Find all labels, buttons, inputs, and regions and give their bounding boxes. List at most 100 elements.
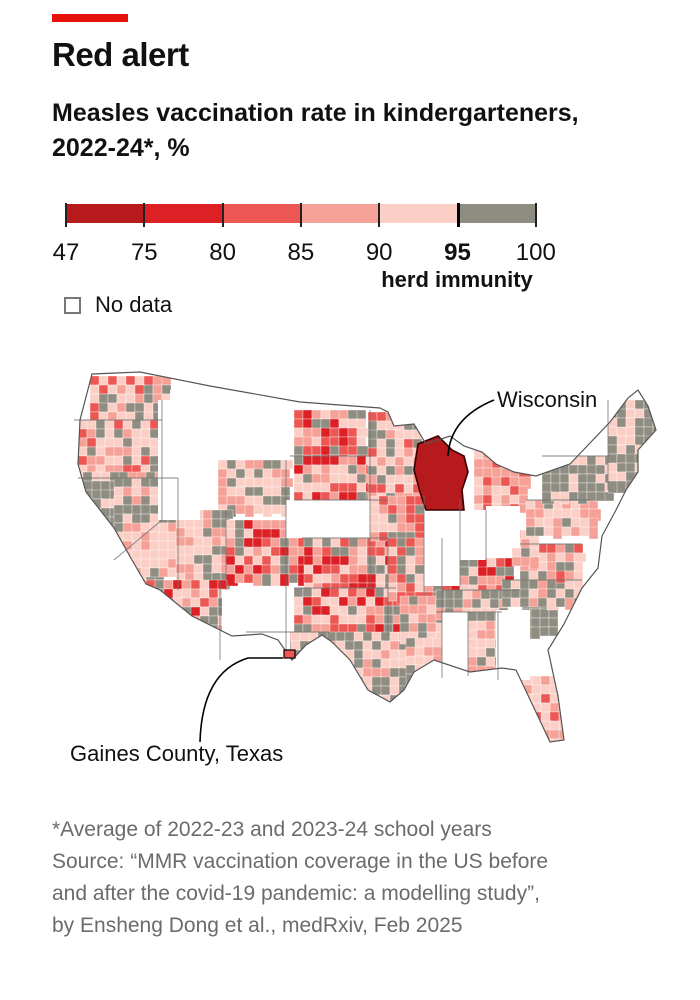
county-cell-217 bbox=[100, 552, 111, 566]
legend-tick-47 bbox=[65, 203, 67, 227]
county-cell-305 bbox=[122, 477, 133, 488]
county-cell-1450 bbox=[486, 693, 497, 704]
county-cell-186 bbox=[91, 525, 102, 539]
county-cell-1496 bbox=[504, 729, 515, 740]
county-cell-549 bbox=[234, 573, 245, 584]
county-cell-102 bbox=[149, 455, 160, 466]
county-cell-300 bbox=[127, 624, 138, 638]
county-cell-1226 bbox=[414, 564, 425, 575]
county-cell-279 bbox=[118, 606, 132, 617]
county-cell-833 bbox=[347, 614, 358, 625]
county-cell-616 bbox=[190, 633, 204, 644]
county-cell-1487 bbox=[522, 720, 533, 731]
county-cell-404 bbox=[253, 468, 264, 479]
county-cell-732 bbox=[312, 537, 323, 548]
county-cell-986 bbox=[380, 685, 391, 696]
county-cell-605 bbox=[172, 624, 183, 635]
county-cell-906 bbox=[308, 649, 319, 660]
county-cell-1295 bbox=[432, 673, 446, 684]
county-cell-617 bbox=[199, 633, 210, 647]
county-cell-1009 bbox=[263, 703, 274, 714]
county-cell-196 bbox=[91, 534, 102, 548]
county-cell-397 bbox=[262, 459, 273, 470]
county-cell-881 bbox=[245, 640, 259, 651]
county-cell-194 bbox=[78, 534, 84, 545]
county-cell-1669 bbox=[604, 491, 615, 502]
county-cell-1039 bbox=[371, 712, 385, 723]
county-cell-753 bbox=[321, 555, 332, 566]
county-cell-287 bbox=[100, 615, 111, 629]
county-cell-1448 bbox=[567, 684, 581, 695]
county-cell-641 bbox=[320, 409, 331, 420]
county-cell-888 bbox=[308, 640, 322, 654]
county-cell-1282 bbox=[405, 655, 416, 666]
county-cell-1076 bbox=[380, 730, 391, 741]
county-cell-1007 bbox=[245, 703, 256, 717]
county-cell-974 bbox=[272, 685, 286, 696]
county-cell-954 bbox=[254, 676, 268, 687]
county-cell-215 bbox=[82, 552, 96, 566]
county-cell-624 bbox=[181, 642, 192, 653]
county-cell-299 bbox=[118, 624, 132, 635]
county-cell-256 bbox=[91, 588, 102, 602]
county-cell-779 bbox=[375, 573, 386, 584]
county-cell-1249 bbox=[417, 595, 428, 606]
county-cell-1012 bbox=[290, 703, 304, 714]
county-cell-1077 bbox=[389, 730, 400, 741]
county-cell-1455 bbox=[531, 693, 542, 704]
county-cell-630 bbox=[154, 651, 165, 665]
county-cell-920 bbox=[272, 658, 283, 669]
county-cell-628 bbox=[217, 642, 228, 653]
county-cell-1461 bbox=[486, 702, 497, 713]
county-cell-991 bbox=[263, 694, 274, 705]
county-cell-1716 bbox=[643, 462, 656, 473]
county-cell-1006 bbox=[398, 694, 409, 705]
county-cell-10 bbox=[98, 384, 109, 395]
footnote: *Average of 2022-23 and 2023-24 school y… bbox=[52, 814, 672, 942]
county-cell-943 bbox=[317, 667, 328, 678]
county-cell-1415 bbox=[467, 656, 478, 667]
county-cell-1344 bbox=[486, 557, 497, 568]
county-cell-618 bbox=[208, 633, 219, 644]
county-cell-1526 bbox=[548, 617, 559, 628]
county-cell-15 bbox=[143, 384, 154, 395]
county-cell-1056 bbox=[362, 721, 376, 732]
county-cell-1555 bbox=[555, 597, 566, 608]
county-cell-1316 bbox=[482, 476, 493, 487]
county-cell-1717 bbox=[652, 462, 656, 473]
county-cell-1001 bbox=[353, 694, 364, 708]
county-cell-1437 bbox=[567, 675, 578, 686]
county-cell-282 bbox=[145, 606, 156, 620]
county-cell-1403 bbox=[467, 629, 478, 640]
county-cell-672 bbox=[311, 445, 322, 456]
county-cell-345 bbox=[122, 522, 133, 533]
county-cell-429 bbox=[262, 495, 273, 506]
county-cell-1713 bbox=[616, 462, 627, 473]
county-cell-508 bbox=[270, 528, 281, 539]
county-cell-1028 bbox=[272, 712, 283, 723]
county-cell-1086 bbox=[308, 739, 319, 742]
county-cell-670 bbox=[293, 445, 304, 456]
county-cell-1060 bbox=[398, 721, 412, 735]
county-cell-1463 bbox=[504, 702, 515, 713]
county-cell-376 bbox=[113, 558, 124, 569]
county-cell-690 bbox=[329, 455, 340, 466]
county-cell-277 bbox=[100, 606, 111, 617]
county-cell-98 bbox=[113, 455, 124, 466]
county-cell-1452 bbox=[504, 693, 515, 704]
county-cell-1161 bbox=[403, 474, 414, 485]
county-cell-1160 bbox=[394, 474, 405, 485]
county-cell-435 bbox=[244, 504, 255, 518]
county-cell-1670 bbox=[607, 399, 618, 410]
county-cell-1052 bbox=[326, 721, 340, 735]
county-cell-1128 bbox=[376, 429, 387, 440]
county-cell-275 bbox=[82, 606, 93, 617]
county-cell-584 bbox=[145, 606, 156, 617]
county-cell-1712 bbox=[607, 462, 618, 473]
county-cell-1259 bbox=[417, 613, 428, 624]
county-cell-1493 bbox=[477, 729, 488, 740]
county-cell-288 bbox=[109, 615, 123, 626]
county-cell-1470 bbox=[567, 702, 578, 713]
county-cell-1622 bbox=[525, 526, 536, 537]
county-cell-632 bbox=[172, 651, 186, 662]
